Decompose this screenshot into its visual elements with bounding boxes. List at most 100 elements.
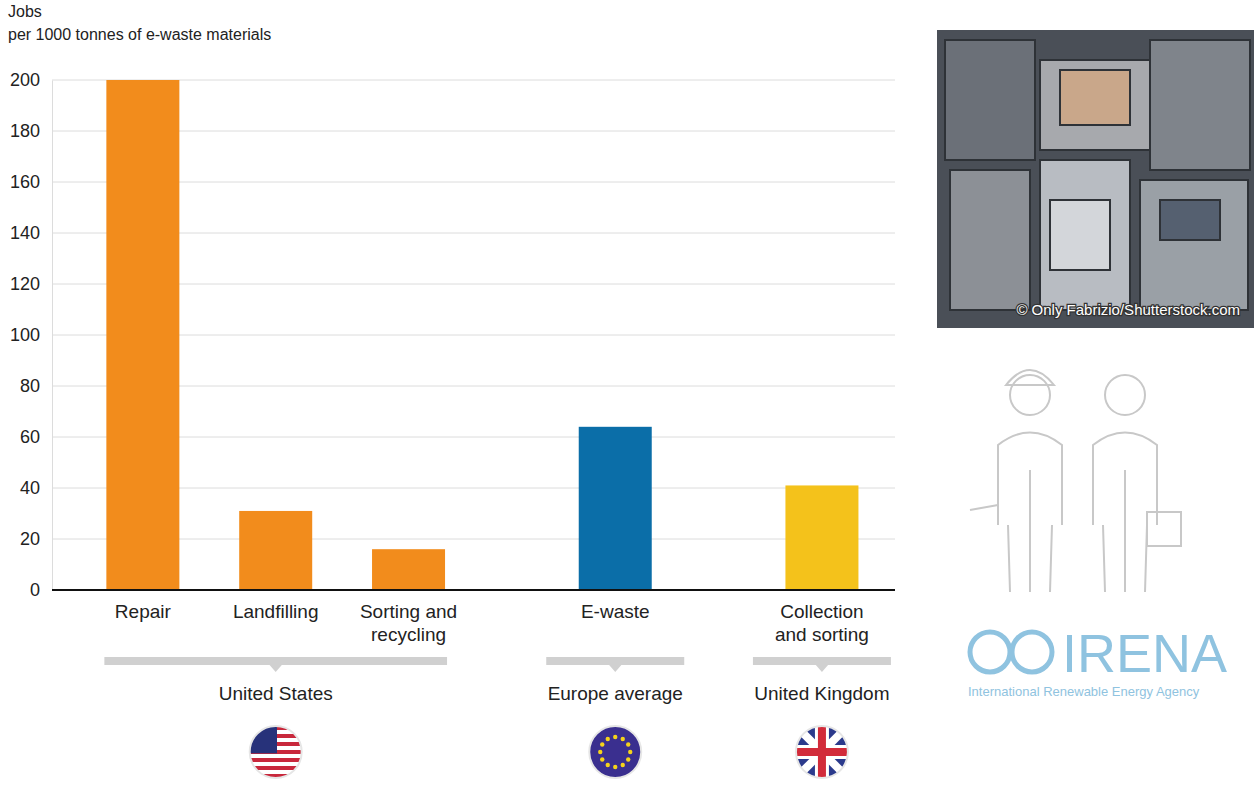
flag-ring bbox=[796, 726, 848, 778]
flag-part bbox=[621, 737, 625, 741]
logo-globe bbox=[970, 632, 1010, 672]
y-tick-label: 180 bbox=[10, 121, 40, 141]
y-tick: 20 bbox=[20, 529, 52, 549]
photo-frame bbox=[937, 30, 1254, 328]
x-axis-line bbox=[52, 589, 895, 591]
y-tick-label: 160 bbox=[10, 172, 40, 192]
bar bbox=[785, 485, 858, 590]
group-pointer bbox=[608, 664, 622, 672]
photo: © Only Fabrizio/Shutterstock.com bbox=[937, 30, 1254, 328]
logo-subtitle: International Renewable Energy Agency bbox=[968, 684, 1200, 699]
photo-detail bbox=[1040, 60, 1150, 150]
group-bracket bbox=[104, 657, 447, 665]
flag-part bbox=[598, 750, 602, 754]
y-tick: 160 bbox=[10, 172, 52, 192]
flag-part bbox=[626, 742, 630, 746]
y-tick: 180 bbox=[10, 121, 52, 141]
y-tick: 140 bbox=[10, 223, 52, 243]
flag-icon bbox=[589, 726, 641, 778]
flag-part bbox=[613, 735, 617, 739]
group-label: Europe average bbox=[548, 683, 683, 704]
icon-part bbox=[1006, 370, 1054, 385]
group-bracket bbox=[546, 657, 684, 665]
y-tick-label: 100 bbox=[10, 325, 40, 345]
y-tick: 40 bbox=[20, 478, 52, 498]
y-tick-label: 200 bbox=[10, 70, 40, 90]
photo-credit: © Only Fabrizio/Shutterstock.com bbox=[1016, 301, 1240, 318]
people-icon bbox=[970, 370, 1181, 592]
flag-part bbox=[589, 726, 641, 778]
flag-part bbox=[600, 742, 604, 746]
icon-part bbox=[970, 505, 998, 510]
y-tick-label: 120 bbox=[10, 274, 40, 294]
y-tick-label: 60 bbox=[20, 427, 40, 447]
icon-part bbox=[1147, 512, 1181, 546]
y-tick-label: 80 bbox=[20, 376, 40, 396]
title: Jobs bbox=[8, 3, 42, 20]
chart: Jobs per 1000 tonnes of e-waste materials… bbox=[0, 0, 1260, 785]
flag-part bbox=[796, 726, 848, 778]
y-tick: 0 bbox=[30, 580, 52, 600]
photo-detail bbox=[1160, 200, 1220, 240]
y-tick: 80 bbox=[20, 376, 52, 396]
grid bbox=[52, 80, 895, 590]
photo-detail bbox=[1060, 70, 1130, 125]
y-tick: 200 bbox=[10, 70, 52, 90]
group-label: United Kingdom bbox=[754, 683, 889, 704]
group-pointer bbox=[815, 664, 829, 672]
y-tick-label: 20 bbox=[20, 529, 40, 549]
photo-detail bbox=[1150, 40, 1250, 170]
photo-detail bbox=[1140, 180, 1248, 310]
x-tick-label: Collectionand sorting bbox=[775, 601, 869, 645]
group-bracket bbox=[753, 657, 891, 665]
logo: IRENAInternational Renewable Energy Agen… bbox=[968, 623, 1227, 699]
icon-part bbox=[1105, 375, 1145, 415]
logo-globe bbox=[1012, 632, 1052, 672]
y-tick: 120 bbox=[10, 274, 52, 294]
bar bbox=[372, 549, 445, 590]
grid-line bbox=[52, 590, 895, 591]
photo-detail bbox=[1040, 160, 1130, 310]
bar bbox=[579, 427, 652, 590]
bars bbox=[106, 80, 858, 590]
y-tick-label: 0 bbox=[30, 580, 40, 600]
flag-ring bbox=[589, 726, 641, 778]
flag-part bbox=[796, 726, 848, 778]
y-tick-label: 40 bbox=[20, 478, 40, 498]
flag-part bbox=[250, 726, 302, 778]
x-tick-label: Repair bbox=[115, 601, 172, 622]
icon-part bbox=[1010, 375, 1050, 415]
flag-ring bbox=[250, 726, 302, 778]
flag-part bbox=[613, 765, 617, 769]
x-tick-label: E-waste bbox=[581, 601, 650, 622]
flag-part bbox=[818, 726, 826, 778]
subtitle: per 1000 tonnes of e-waste materials bbox=[8, 26, 271, 43]
photo-detail bbox=[945, 40, 1035, 160]
bar bbox=[239, 511, 312, 590]
groups: United States Europe average United Kingdo… bbox=[104, 661, 891, 778]
x-tick-label: Landfilling bbox=[233, 601, 319, 622]
flag-part bbox=[250, 758, 302, 762]
flag-part bbox=[606, 737, 610, 741]
y-axis: 0 20 40 60 80 100 120 140 160 180 200 bbox=[10, 70, 53, 600]
flag-icon bbox=[250, 726, 302, 778]
x-tick-label: Sorting andrecycling bbox=[360, 601, 457, 645]
photo-detail bbox=[1050, 200, 1110, 270]
group-pointer bbox=[269, 664, 283, 672]
icon-part bbox=[1008, 470, 1052, 592]
flag-part bbox=[621, 763, 625, 767]
flag-part bbox=[796, 726, 848, 778]
flag-icon bbox=[796, 726, 848, 778]
flag-part bbox=[628, 750, 632, 754]
y-tick: 100 bbox=[10, 325, 52, 345]
bar bbox=[106, 80, 179, 590]
y-tick: 60 bbox=[20, 427, 52, 447]
flag-part bbox=[626, 757, 630, 761]
photo-detail bbox=[950, 170, 1030, 310]
logo-text: IRENA bbox=[1062, 623, 1227, 683]
icon-part bbox=[1103, 470, 1147, 592]
group-label: United States bbox=[219, 683, 333, 704]
x-axis: Repair Landfilling Sorting andrecycling E-w… bbox=[115, 601, 869, 645]
flag-part bbox=[600, 757, 604, 761]
y-tick-label: 140 bbox=[10, 223, 40, 243]
